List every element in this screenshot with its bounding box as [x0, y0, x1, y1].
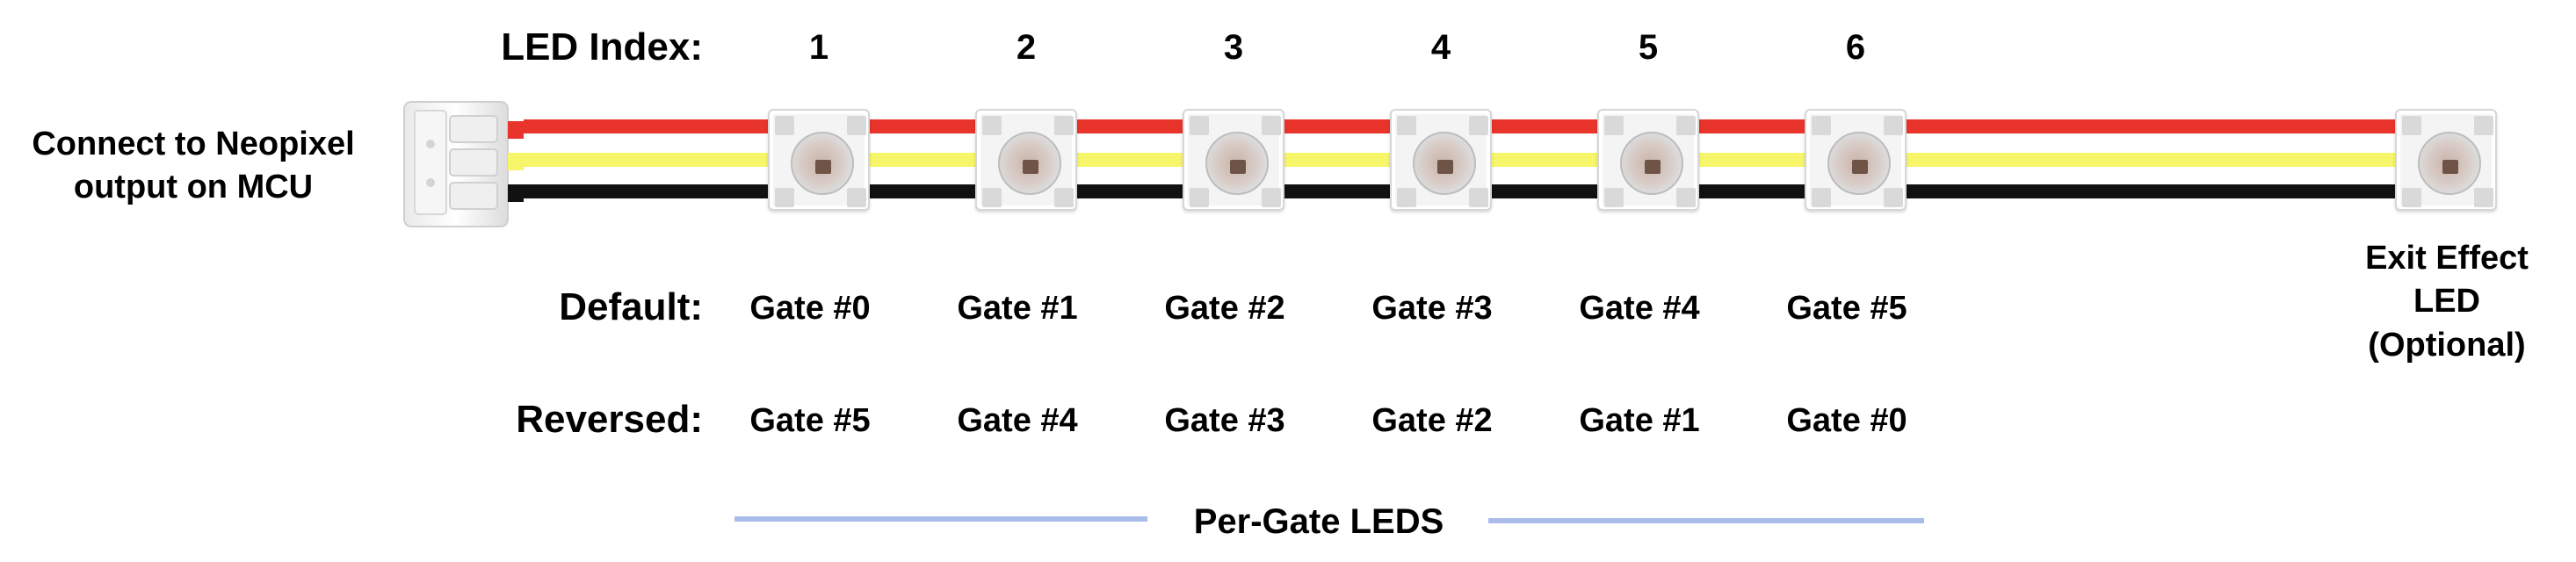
connector-label: Connect to Neopixel output on MCU: [0, 123, 387, 210]
default-gate-6: Gate #5: [1786, 290, 1907, 327]
default-gate-1: Gate #0: [749, 290, 871, 327]
per-gate-divider-right: [1488, 518, 1924, 523]
led-chip-exit: [2395, 109, 2497, 211]
led-chip-3: [1183, 109, 1284, 211]
reversed-gate-3: Gate #3: [1164, 402, 1285, 439]
led-index-4: 4: [1430, 28, 1451, 67]
exit-led-label: Exit Effect LED (Optional): [2328, 237, 2565, 367]
led-chip-5: [1597, 109, 1699, 211]
exit-led-label-line1: Exit Effect: [2365, 240, 2529, 277]
default-gate-3: Gate #2: [1164, 290, 1285, 327]
per-gate-divider-left: [734, 516, 1147, 522]
connector-icon: [403, 101, 524, 227]
led-index-label: LED Index:: [501, 25, 703, 68]
led-index-2: 2: [1016, 28, 1037, 67]
exit-led-label-line3: (Optional): [2368, 326, 2526, 364]
default-gate-5: Gate #4: [1579, 290, 1700, 327]
connector-label-line1: Connect to Neopixel: [32, 126, 355, 162]
connector-label-line2: output on MCU: [73, 169, 314, 206]
led-index-1: 1: [808, 28, 829, 67]
led-index-5: 5: [1638, 28, 1659, 67]
jst-connector: [397, 98, 531, 230]
reversed-gate-5: Gate #1: [1579, 402, 1700, 439]
reversed-gate-4: Gate #2: [1371, 402, 1493, 439]
led-chip-1: [768, 109, 870, 211]
default-gate-2: Gate #1: [957, 290, 1078, 327]
reversed-gate-6: Gate #0: [1786, 402, 1907, 439]
led-index-6: 6: [1845, 28, 1866, 67]
led-chip-2: [975, 109, 1077, 211]
led-index-3: 3: [1223, 28, 1244, 67]
led-chip-4: [1390, 109, 1492, 211]
default-row-label: Default:: [559, 285, 703, 328]
per-gate-label: Per-Gate LEDS: [1193, 502, 1444, 541]
reversed-gate-1: Gate #5: [749, 402, 871, 439]
reversed-gate-2: Gate #4: [957, 402, 1078, 439]
led-chip-6: [1805, 109, 1907, 211]
exit-led-label-line2: LED: [2413, 283, 2480, 321]
default-gate-4: Gate #3: [1371, 290, 1493, 327]
reversed-row-label: Reversed:: [516, 398, 703, 441]
